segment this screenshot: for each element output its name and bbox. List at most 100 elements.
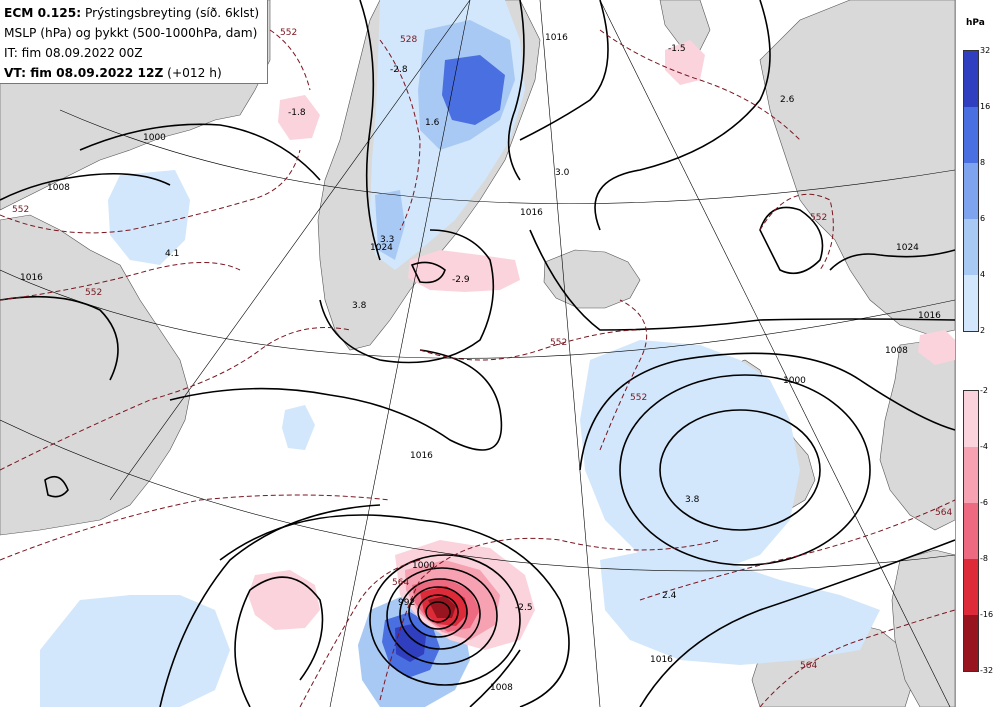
thickness-label: 564	[800, 661, 817, 671]
legend-swatch-rise-6	[964, 219, 978, 275]
legend-label-rise: 6	[980, 214, 986, 223]
legend-swatch-fall-2	[964, 391, 978, 447]
info-title-line: ECM 0.125: Prýstingsbreyting (síð. 6klst…	[4, 3, 263, 23]
isobar-canada-2	[79, 123, 321, 181]
graticule	[0, 0, 956, 707]
legend-unit: hPa	[966, 18, 985, 28]
isobar-label: 1024	[896, 243, 919, 253]
legend-bar-rise	[963, 50, 979, 332]
field-title: Prýstingsbreyting (síð. 6klst)	[81, 6, 260, 20]
value-label: 3.3	[380, 235, 394, 245]
rise-area-britain	[580, 340, 800, 570]
value-label: -2.8	[390, 65, 408, 75]
value-label: -1.8	[288, 108, 306, 118]
thickness-contour-9	[599, 299, 648, 451]
isobar-1016-atlantic	[169, 349, 503, 451]
isobar-label: 1000	[783, 376, 806, 386]
pressure-change-value-labels: 4.1 -2.9 3.8 -2.5 2.4 3.8 -1.8 -1.5 3.0 …	[165, 44, 795, 613]
thickness-contour-12	[599, 29, 801, 141]
land-scandinavia	[759, 0, 956, 336]
rise-area-greenland-west	[375, 190, 405, 260]
isobar-label: 1016	[20, 273, 43, 283]
isobar-canada-1	[0, 172, 171, 201]
value-label: 4.1	[165, 249, 179, 259]
land-iceland	[543, 249, 641, 309]
isobar-atlantic-1016-south	[639, 539, 956, 707]
latitude-line-north	[59, 109, 956, 205]
isobar-label: 1016	[545, 33, 568, 43]
legend-bar-fall	[963, 390, 979, 672]
thickness-contour-11	[759, 193, 834, 271]
fall-area-north	[665, 40, 705, 85]
legend-swatch-rise-16	[964, 107, 978, 163]
isobar-iceland-1	[529, 229, 956, 331]
legend-swatch-rise-4	[964, 275, 978, 331]
model-name: ECM 0.125:	[4, 6, 82, 20]
isobar-greenland-low	[410, 261, 446, 284]
legend-label-fall: -8	[980, 554, 988, 563]
thickness-label: 552	[85, 288, 102, 298]
legend-label-fall: -16	[980, 610, 994, 619]
isobar-low-outer	[219, 514, 570, 707]
isobar-west-1	[0, 295, 119, 381]
isobar-greenland-east	[507, 0, 525, 181]
value-label: -2.5	[515, 603, 533, 613]
isobar-southwest-1	[159, 504, 381, 707]
isobar-low-ring-4	[399, 578, 481, 650]
thickness-label: 552	[810, 213, 827, 223]
legend-label-rise: 2	[980, 326, 986, 335]
rise-area-labrador	[108, 170, 190, 265]
value-label: -2.9	[452, 275, 470, 285]
isobar-label: 1000	[143, 133, 166, 143]
isobar-label: 992	[398, 598, 415, 608]
isobar-label: 1000	[412, 561, 435, 571]
rise-area-greenland-core	[442, 55, 505, 125]
thickness-contour-2	[0, 262, 241, 301]
isobar-scandinavia-2	[829, 249, 956, 271]
latitude-line-mid	[0, 269, 956, 359]
forecast-hour: (+012 h)	[163, 66, 222, 80]
legend-label-fall: -6	[980, 498, 988, 507]
thickness-label: 552	[550, 338, 567, 348]
legend-label-fall: -2	[980, 386, 988, 395]
isobar-low-ring-2	[417, 594, 459, 630]
isobar-greenland-ridge	[359, 0, 381, 261]
thickness-contour-1	[0, 149, 301, 234]
rise-area-atlantic-south	[600, 550, 880, 665]
isobar-low-ring-1	[425, 601, 451, 623]
info-contours-line: MSLP (hPa) og þykkt (500-1000hPa, dam)	[4, 26, 258, 40]
legend-swatch-fall-16	[964, 615, 978, 671]
legend-swatch-fall-8	[964, 559, 978, 615]
fall-area-west	[248, 570, 320, 630]
thickness-label: 528	[400, 35, 417, 45]
legend-label-rise: 4	[980, 270, 986, 279]
valid-time: VT: fim 08.09.2022 12Z	[4, 66, 164, 80]
value-label: 3.8	[352, 301, 367, 311]
isobar-atlantic-1008-south	[469, 649, 521, 707]
thickness-label: 564	[392, 578, 409, 588]
value-label: 3.0	[555, 168, 570, 178]
isobar-label: 1008	[885, 346, 908, 356]
legend-swatch-rise-8	[964, 163, 978, 219]
meridian-4	[109, 0, 471, 501]
thickness-contour-6	[299, 559, 421, 707]
isobars	[0, 0, 956, 707]
thickness-contour-13	[379, 39, 421, 231]
isobar-iceland-2	[594, 0, 771, 231]
isobar-low-ring-6	[369, 554, 521, 686]
thickness-contour-10	[419, 329, 641, 361]
legend-swatch-rise-32	[964, 51, 978, 107]
isobar-labels: 1000 1008 1016 1016 1008 1016 1000 992 1…	[20, 33, 941, 693]
meridian-1	[329, 0, 471, 707]
color-legend: hPa 32 16 8 6 4 2 -2 -4 -6 -8 -16 -32	[955, 0, 1000, 707]
legend-label-fall: -4	[980, 442, 988, 451]
isobar-greenland-south	[319, 229, 495, 364]
isobar-label: 1016	[410, 451, 433, 461]
thickness-label: 552	[630, 393, 647, 403]
value-label: 2.6	[780, 95, 795, 105]
info-init-time-line: IT: fim 08.09.2022 00Z	[4, 46, 143, 60]
isobar-label: 1016	[520, 208, 543, 218]
value-label: 3.8	[685, 495, 700, 505]
value-label: 1.6	[425, 118, 440, 128]
